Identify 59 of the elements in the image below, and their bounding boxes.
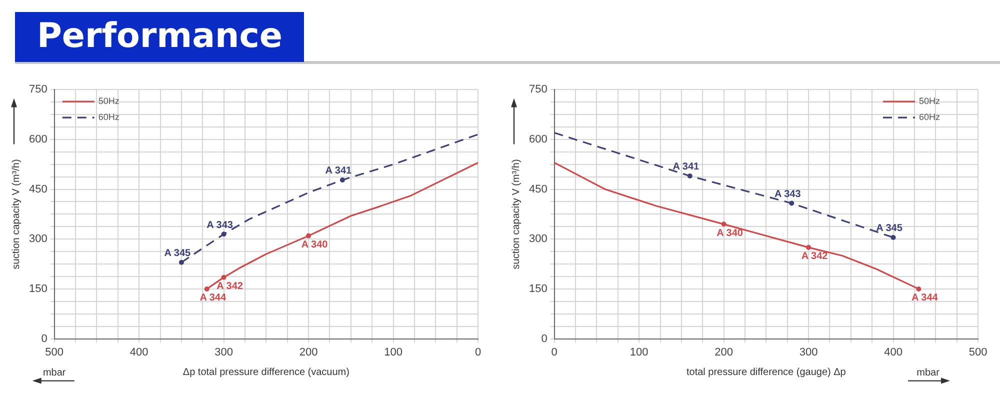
y-axis-title: suction capacity V (m³/h) [510,159,522,270]
y-tick-label: 300 [528,233,548,246]
y-axis-title: suction capacity V (m³/h) [10,159,22,270]
x-axis-title: Δp total pressure difference (vacuum) [182,366,350,378]
x-tick-label: 300 [799,346,818,358]
point [340,177,345,182]
annotation: A 344 [912,292,938,304]
annotation: A 342 [216,281,244,292]
y-tick-label: 450 [28,183,48,196]
point [221,232,226,237]
x-tick-label: 500 [45,346,64,358]
annotation: A 345 [164,248,192,260]
annotation: A 341 [325,166,352,177]
x-tick-label: 0 [474,346,482,358]
text: mbar [42,368,66,379]
x-tick-label: 100 [384,346,402,358]
point [789,200,794,206]
y-tick-label: 150 [528,282,548,295]
point [306,233,312,238]
x-tick-label: 400 [884,346,902,358]
point [687,173,692,178]
x-tick-label: 100 [630,346,648,358]
y-tick-label: 0 [41,332,48,345]
annotation: A 341 [672,162,700,173]
point [204,286,210,292]
x-tick-label: 0 [551,346,558,358]
annotation: A 342 [801,251,828,262]
x-tick-label: 200 [714,346,733,358]
y-tick-label: 750 [28,84,48,96]
legend-label: 50Hz [98,96,120,106]
y-tick-label: 600 [28,133,48,146]
y-tick-label: 300 [28,233,48,246]
x-tick-label: 200 [299,346,318,358]
y-tick-label: 0 [541,332,548,345]
legend-label: 60Hz [98,112,120,122]
y-tick-label: 450 [528,183,548,196]
annotation: A 343 [774,188,802,200]
legend-label: 60Hz [919,112,941,122]
text: mbar [916,368,940,379]
annotation: A 344 [200,292,226,304]
annotation: A 340 [301,240,328,251]
x-tick-label: 400 [130,346,148,358]
point [806,244,812,250]
y-tick-label: 750 [528,84,548,96]
annotation: A 343 [206,220,234,231]
legend-label: 50Hz [919,96,941,106]
point [721,222,726,227]
chart-title: Performance [15,12,304,62]
x-tick-label: 300 [214,346,233,358]
x-axis-title: total pressure difference (gauge) Δp [686,366,846,378]
y-tick-label: 600 [528,133,548,146]
point [916,286,922,292]
point [178,260,184,265]
annotation: A 340 [716,228,744,239]
y-tick-label: 150 [28,282,48,295]
x-tick-label: 500 [968,346,988,358]
annotation: A 345 [876,223,903,234]
point [890,234,896,240]
point [221,274,226,280]
